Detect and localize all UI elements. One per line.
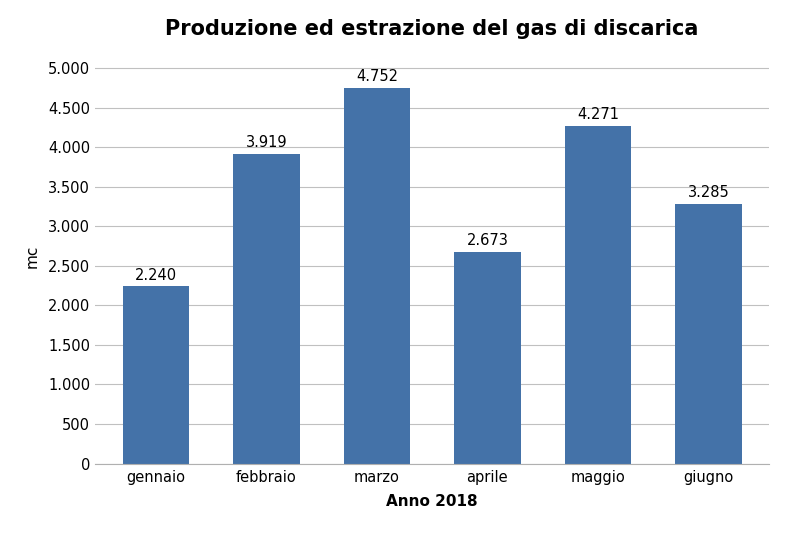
Bar [454, 252, 520, 464]
Bar [565, 126, 631, 464]
Bar [233, 154, 300, 464]
X-axis label: Anno 2018: Anno 2018 [386, 494, 478, 509]
Text: 2.240: 2.240 [135, 267, 177, 282]
Text: 3.919: 3.919 [246, 135, 287, 150]
Bar [344, 88, 410, 464]
Text: 3.285: 3.285 [688, 185, 730, 200]
Bar [676, 204, 741, 464]
Bar [123, 286, 189, 464]
Y-axis label: mc: mc [25, 244, 40, 268]
Text: 4.752: 4.752 [356, 69, 398, 84]
Text: 4.271: 4.271 [577, 107, 619, 122]
Title: Produzione ed estrazione del gas di discarica: Produzione ed estrazione del gas di disc… [166, 19, 699, 39]
Text: 2.673: 2.673 [466, 233, 508, 248]
